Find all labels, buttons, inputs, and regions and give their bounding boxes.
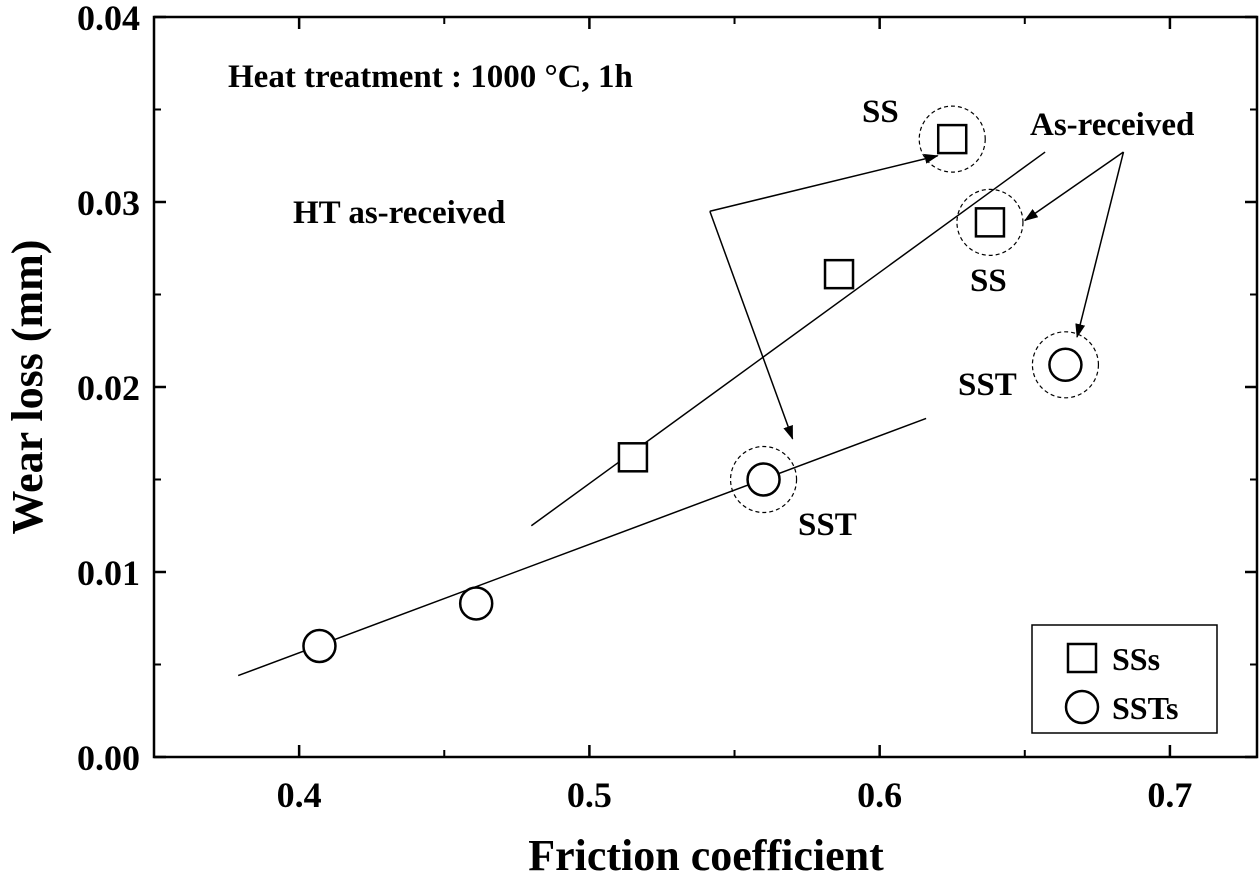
data-point-circle <box>302 628 337 664</box>
y-tick-label: 0.00 <box>77 738 140 778</box>
legend: SSs SSTs <box>1031 624 1218 734</box>
as-received-label: As-received <box>1030 107 1194 143</box>
ss-top-label: SS <box>862 94 899 130</box>
axis-ticks <box>154 15 1257 759</box>
x-tick-label: 0.7 <box>1147 775 1192 815</box>
fit-line <box>237 417 927 677</box>
legend-label-sss: SSs <box>1112 641 1160 677</box>
y-tick-label: 0.04 <box>77 0 140 38</box>
ht-as-received-label: HT as-received <box>293 195 505 231</box>
fit-lines <box>237 151 1046 677</box>
data-point-square <box>974 207 1006 238</box>
sst-mid-label: SST <box>798 507 857 543</box>
ss-mid-label: SS <box>970 263 1007 299</box>
annotation-arrow <box>1023 151 1124 222</box>
annotation-arrow <box>709 153 939 212</box>
highlight-circle <box>918 105 986 173</box>
data-point-square <box>823 258 855 290</box>
highlight-circle <box>729 445 798 514</box>
y-tick-label: 0.03 <box>77 183 140 223</box>
x-tick-label: 0.4 <box>277 775 322 815</box>
y-axis-title: Wear loss (mm) <box>3 240 52 535</box>
data-point-square <box>617 442 649 473</box>
data-point-circle <box>1048 347 1083 383</box>
x-tick-label: 0.6 <box>857 775 902 815</box>
annotation-arrow <box>709 210 794 440</box>
legend-box <box>1031 624 1218 734</box>
annotation-arrows <box>709 151 1125 440</box>
legend-label-ssts: SSTs <box>1112 690 1178 726</box>
data-points <box>302 123 1083 664</box>
x-tick-label: 0.5 <box>567 775 612 815</box>
legend-square-marker <box>1066 642 1098 674</box>
highlight-circle <box>956 188 1024 256</box>
data-point-square <box>936 123 968 155</box>
data-point-circle <box>746 462 781 497</box>
x-axis-title: Friction coefficient <box>528 831 884 876</box>
fit-line <box>530 151 1046 527</box>
highlight-circle <box>1031 331 1100 399</box>
y-tick-label: 0.02 <box>77 368 140 408</box>
y-tick-label: 0.01 <box>77 553 140 593</box>
sst-right-label: SST <box>958 367 1017 403</box>
tick-labels: 0.4 0.5 0.6 0.7 0.00 0.01 0.02 0.03 0.04 <box>77 0 1192 815</box>
data-point-circle <box>458 586 494 621</box>
legend-circle-marker <box>1064 689 1100 725</box>
heat-treatment-note: Heat treatment : 1000 °C, 1h <box>228 59 633 95</box>
annotation-arrow <box>1075 151 1125 339</box>
highlight-circles <box>729 105 1100 514</box>
